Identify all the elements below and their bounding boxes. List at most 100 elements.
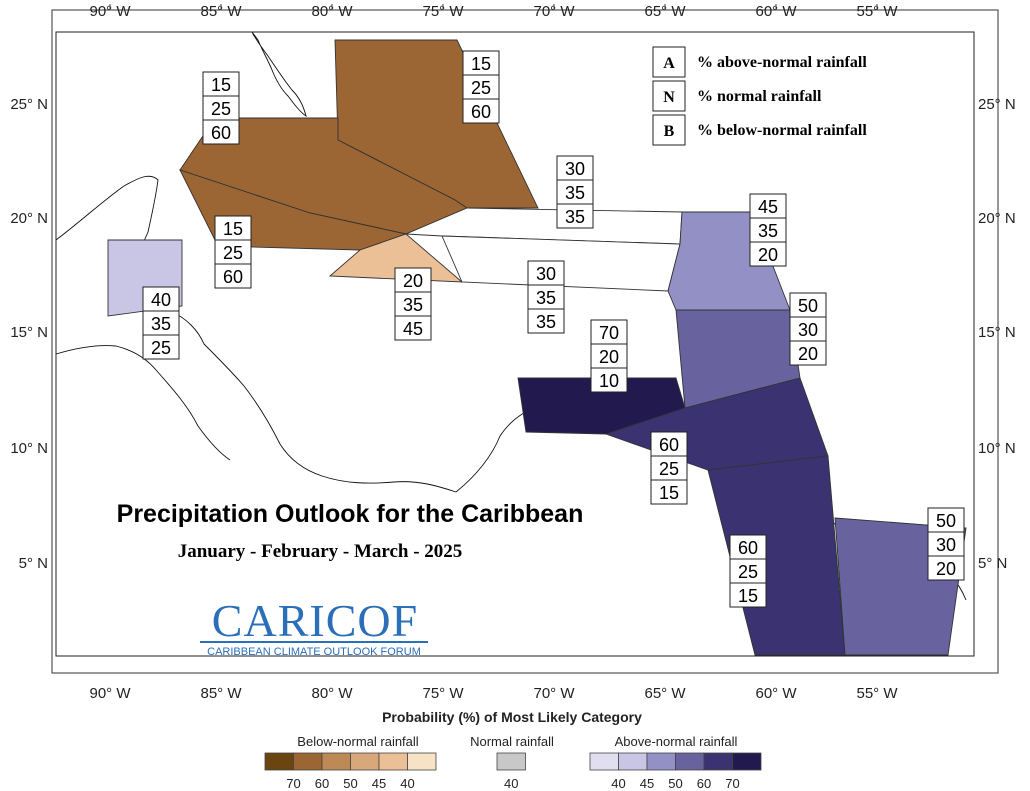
- probability-value: 20: [599, 347, 619, 367]
- probability-cell: [214, 263, 252, 289]
- legend-swatch: [496, 752, 526, 771]
- probability-value: 70: [599, 323, 619, 343]
- probability-value: 25: [471, 78, 491, 98]
- lon-tick-top: 70° W: [533, 3, 575, 20]
- legend-swatch: [703, 752, 733, 771]
- lon-tick-top: 80° W: [311, 3, 353, 20]
- map-title: Precipitation Outlook for the Caribbean: [117, 500, 584, 528]
- probability-cell: [202, 119, 240, 145]
- lon-tick-bottom: 70° W: [533, 685, 575, 702]
- probability-value: 60: [223, 267, 243, 287]
- probability-cell: [142, 286, 180, 312]
- probability-value: 35: [403, 295, 423, 315]
- probability-cell: [527, 284, 565, 310]
- legend-tick: 70: [286, 776, 300, 791]
- legend-swatch: [675, 752, 705, 771]
- probability-cell: [749, 241, 787, 267]
- lon-tick-bottom: 80° W: [311, 685, 353, 702]
- probability-value: 35: [758, 221, 778, 241]
- lat-tick-right: 25° N: [978, 96, 1016, 113]
- legend-tick: 70: [725, 776, 739, 791]
- probability-cell: [462, 98, 500, 124]
- probability-cell: [394, 315, 432, 341]
- probability-value: 40: [151, 290, 171, 310]
- legend-title: Probability (%) of Most Likely Category: [382, 709, 642, 725]
- lat-tick-right: 10° N: [978, 440, 1016, 457]
- probability-value: 35: [536, 288, 556, 308]
- probability-cell: [729, 534, 767, 560]
- legend-tick: 45: [372, 776, 386, 791]
- probability-value: 15: [471, 54, 491, 74]
- lon-tick-top: 60° W: [755, 3, 797, 20]
- probability-box-leeward: 45 35 20: [749, 193, 787, 267]
- probability-value: 15: [659, 483, 679, 503]
- probability-value: 60: [738, 538, 758, 558]
- lon-tick-top: 85° W: [200, 3, 242, 20]
- probability-value: 30: [565, 159, 585, 179]
- legend-swatch: [618, 752, 648, 771]
- lat-tick-right: 20° N: [978, 210, 1016, 227]
- legend-swatch: [732, 752, 762, 771]
- probability-cell: [927, 507, 965, 533]
- lon-tick-bottom: 85° W: [200, 685, 242, 702]
- legend-tick: 50: [668, 776, 682, 791]
- probability-value: 15: [738, 586, 758, 606]
- probability-value: 45: [403, 319, 423, 339]
- probability-value: 30: [798, 320, 818, 340]
- probability-box-hispaniola-south: 30 35 35: [527, 260, 565, 334]
- probability-cell: [650, 431, 688, 457]
- legend-tick: 45: [640, 776, 654, 791]
- legend-swatch: [264, 752, 294, 771]
- probability-value: 30: [536, 264, 556, 284]
- legend-swatch: [293, 752, 323, 771]
- key-description: % below-normal rainfall: [697, 122, 867, 139]
- probability-cell: [556, 155, 594, 181]
- probability-value: 30: [936, 535, 956, 555]
- probability-value: 35: [151, 314, 171, 334]
- key-description: % normal rainfall: [697, 88, 822, 105]
- legend-swatch: [321, 752, 351, 771]
- probability-box-cuba: 15 25 60: [202, 71, 240, 145]
- key-letter-box: [652, 46, 686, 78]
- probability-cell: [394, 291, 432, 317]
- probability-cell: [142, 310, 180, 336]
- probability-cell: [789, 340, 827, 366]
- probability-cell: [142, 334, 180, 360]
- central-america-pacific: [55, 345, 231, 461]
- probability-box-jamaica: 20 35 45: [394, 267, 432, 341]
- legend-tick: 60: [315, 776, 329, 791]
- category-key: A % above-normal rainfall N % normal rainfa…: [652, 46, 867, 146]
- caricof-logo: CARICOF CARIBBEAN CLIMATE OUTLOOK FORUM: [200, 595, 428, 658]
- probability-cell: [590, 367, 628, 393]
- probability-box-suriname-guiana: 50 30 20: [927, 507, 965, 581]
- probability-cell: [650, 479, 688, 505]
- legend-tick: 40: [611, 776, 625, 791]
- probability-cell: [214, 239, 252, 265]
- probability-cell: [729, 582, 767, 608]
- probability-box-bahamas: 15 25 60: [462, 50, 500, 124]
- latitude-ticks-right: 25° N 20° N 15° N 10° N 5° N: [978, 96, 1016, 572]
- probability-cell: [650, 455, 688, 481]
- key-description: % above-normal rainfall: [697, 54, 867, 71]
- probability-cell: [462, 50, 500, 76]
- probability-labels: 15 25 60 15 25 60 15 25 60 20 35 45 30 35 35 30 35 35 40 35…: [142, 50, 965, 608]
- probability-cell: [749, 217, 787, 243]
- probability-box-abc-islands: 70 20 10: [590, 319, 628, 393]
- legend-swatch: [589, 752, 619, 771]
- logo-tagline: CARIBBEAN CLIMATE OUTLOOK FORUM: [207, 646, 421, 658]
- lat-tick-right: 15° N: [978, 324, 1016, 341]
- probability-cell: [749, 193, 787, 219]
- probability-cell: [927, 555, 965, 581]
- probability-cell: [556, 203, 594, 229]
- lon-tick-top: 90° W: [89, 3, 131, 20]
- key-letter: B: [664, 123, 675, 140]
- key-letter: A: [663, 55, 675, 72]
- lat-tick-left: 5° N: [19, 555, 48, 572]
- lon-tick-top: 75° W: [422, 3, 464, 20]
- probability-value: 25: [738, 562, 758, 582]
- probability-box-windward: 50 30 20: [789, 292, 827, 366]
- probability-value: 20: [798, 344, 818, 364]
- probability-value: 20: [403, 271, 423, 291]
- probability-cell: [789, 316, 827, 342]
